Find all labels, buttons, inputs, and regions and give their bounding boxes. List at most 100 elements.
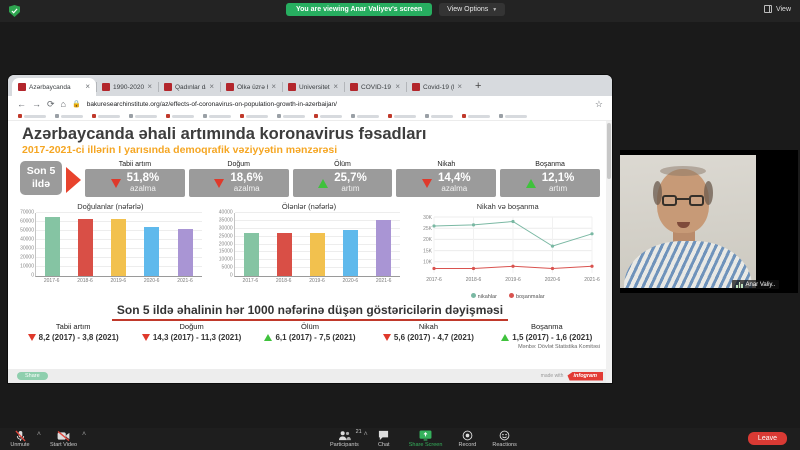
triangle-up-icon (264, 334, 273, 341)
y-axis-tick: 0 (31, 272, 34, 279)
chevron-up-icon[interactable]: ˄ (363, 431, 368, 438)
triangle-down-icon (141, 334, 150, 341)
tab-close-icon[interactable]: × (147, 82, 152, 91)
shared-browser-window: Azərbaycanda×1990-2020-ci i×Qadınlar dah… (8, 75, 612, 383)
bookmark-item[interactable] (203, 114, 231, 118)
tab-close-icon[interactable]: × (395, 82, 400, 91)
bookmark-favicon (240, 114, 244, 118)
bookmark-item[interactable] (166, 114, 194, 118)
legend-label: boşanmalar (515, 294, 545, 300)
bookmark-item[interactable] (314, 114, 342, 118)
triangle-down-icon (421, 178, 432, 188)
site-favicon (288, 83, 296, 91)
toolbar-item-start-video[interactable]: ˄ Start Video (50, 430, 86, 448)
toolbar-item-participants[interactable]: 21 ˄ Participants (330, 429, 368, 448)
tab-close-icon[interactable]: × (209, 82, 214, 91)
participant-name-tag: Anar Valiy.. (732, 280, 780, 289)
line-chart-panel: Nikah və boşanma 10K 15K 20K 25K 30K 2017-6 201… (411, 202, 604, 300)
chart-title: Doğulanlar (nəfərlə) (77, 202, 144, 211)
new-tab-button[interactable]: + (475, 79, 482, 92)
tab-close-icon[interactable]: × (333, 82, 338, 91)
bottom-stat-header: Boşanma (530, 322, 563, 331)
bookmark-label (209, 114, 231, 118)
home-icon[interactable]: ⌂ (60, 98, 66, 109)
site-favicon (18, 83, 26, 91)
bookmark-item[interactable] (499, 114, 527, 118)
bottom-stat-text: 14,3 (2017) - 11,3 (2021) (152, 333, 242, 342)
triangle-down-icon (382, 334, 391, 341)
y-axis-tick: 40000 (218, 209, 233, 216)
lock-icon: 🔒 (71, 101, 81, 108)
triangle-up-icon (318, 178, 329, 188)
infogram-logo[interactable]: infogram (567, 371, 603, 381)
bookmark-item[interactable] (92, 114, 120, 118)
toolbar-item-record[interactable]: Record (455, 430, 479, 448)
tab-close-icon[interactable]: × (457, 82, 462, 91)
bookmark-favicon (18, 114, 22, 118)
bar (45, 216, 61, 276)
y-axis-tick: 10000 (20, 263, 34, 270)
scrollbar[interactable] (606, 121, 612, 383)
view-options-label: View Options (447, 6, 489, 13)
browser-tab[interactable]: Ölkə üzrə hər× (220, 78, 282, 96)
bookmark-item[interactable] (55, 114, 83, 118)
legend-item: boşanmalar (508, 293, 545, 300)
back-icon[interactable]: ← (17, 98, 26, 109)
bookmark-item[interactable] (129, 114, 157, 118)
bottom-stat-text: 8,2 (2017) - 3,8 (2021) (38, 333, 119, 342)
share-button[interactable]: Share (17, 372, 48, 380)
gridline (234, 227, 401, 229)
view-options-button[interactable]: View Options ▼ (439, 3, 506, 16)
browser-tab[interactable]: Azərbaycanda × (12, 78, 96, 96)
toolbar-item-chat[interactable]: Chat (372, 430, 396, 448)
stat-value: 14,4% (437, 172, 471, 185)
chart-title: Ölənlər (nəfərlə) (281, 202, 337, 211)
forward-icon[interactable]: → (32, 98, 41, 109)
bar (177, 229, 193, 276)
bottom-stat-boşanma: Boşanma 1,5 (2017) - 1,6 (2021) (488, 322, 606, 342)
stat-group-ölüm: Ölüm 25,7% artım (292, 161, 393, 197)
leave-button[interactable]: Leave (747, 432, 787, 445)
bookmark-item[interactable] (425, 114, 453, 118)
chevron-up-icon[interactable]: ˄ (36, 431, 41, 438)
chevron-up-icon[interactable]: ˄ (82, 431, 87, 438)
y-axis-tick: 15000 (218, 248, 233, 255)
svg-text:25K: 25K (423, 226, 433, 232)
browser-tab[interactable]: Universitetlər× (282, 78, 344, 96)
bookmark-item[interactable] (277, 114, 305, 118)
y-axis-tick: 5000 (221, 264, 233, 271)
toolbar-item-unmute[interactable]: ˄ Unmute (8, 429, 41, 448)
infographic-footer: Share made with infogram (8, 369, 612, 383)
bookmark-favicon (462, 114, 466, 118)
scrollbar-thumb[interactable] (607, 123, 611, 179)
site-favicon (164, 83, 172, 91)
stat-group-tabii-artım: Tabii artım 51,8% azalma (85, 161, 185, 197)
bookmark-label (320, 114, 342, 118)
bookmark-item[interactable] (18, 114, 46, 118)
view-button[interactable]: View (763, 5, 791, 13)
browser-tab[interactable]: COVID-19 pa× (344, 78, 406, 96)
tab-close-icon[interactable]: × (271, 82, 276, 91)
bookmark-star-icon[interactable]: ☆ (594, 98, 603, 109)
tab-title: 1990-2020-ci i (113, 83, 145, 91)
toolbar-item-share-screen[interactable]: Share Screen (409, 430, 442, 448)
x-axis-tick: 2020-6 (342, 278, 359, 284)
person-hair (660, 166, 706, 176)
stat-box: 14,4% azalma (396, 169, 497, 197)
address-bar[interactable]: bakuresearchinstitute.org/az/effects-of-… (86, 100, 337, 108)
x-axis-labels: 2017-6 2018-6 2019-6 2020-6 2021-6 (35, 278, 202, 284)
bookmark-item[interactable] (388, 114, 416, 118)
tab-close-icon[interactable]: × (85, 82, 90, 91)
browser-tab[interactable]: Qadınlar dah× (158, 78, 220, 96)
bookmark-item[interactable] (240, 114, 268, 118)
audio-level-icon (736, 281, 743, 288)
x-axis-tick: 2017-6 (242, 278, 259, 284)
reload-icon[interactable]: ⟳ (47, 98, 55, 109)
browser-tab[interactable]: Covid-19 (ko× (406, 78, 468, 96)
stat-change-label: azalma (130, 183, 156, 193)
browser-tab[interactable]: 1990-2020-ci i× (96, 78, 158, 96)
bookmark-item[interactable] (351, 114, 379, 118)
toolbar-item-reactions[interactable]: Reactions (492, 430, 517, 448)
speaker-video-panel[interactable]: Anar Valiy.. (620, 150, 798, 293)
bookmark-item[interactable] (462, 114, 490, 118)
